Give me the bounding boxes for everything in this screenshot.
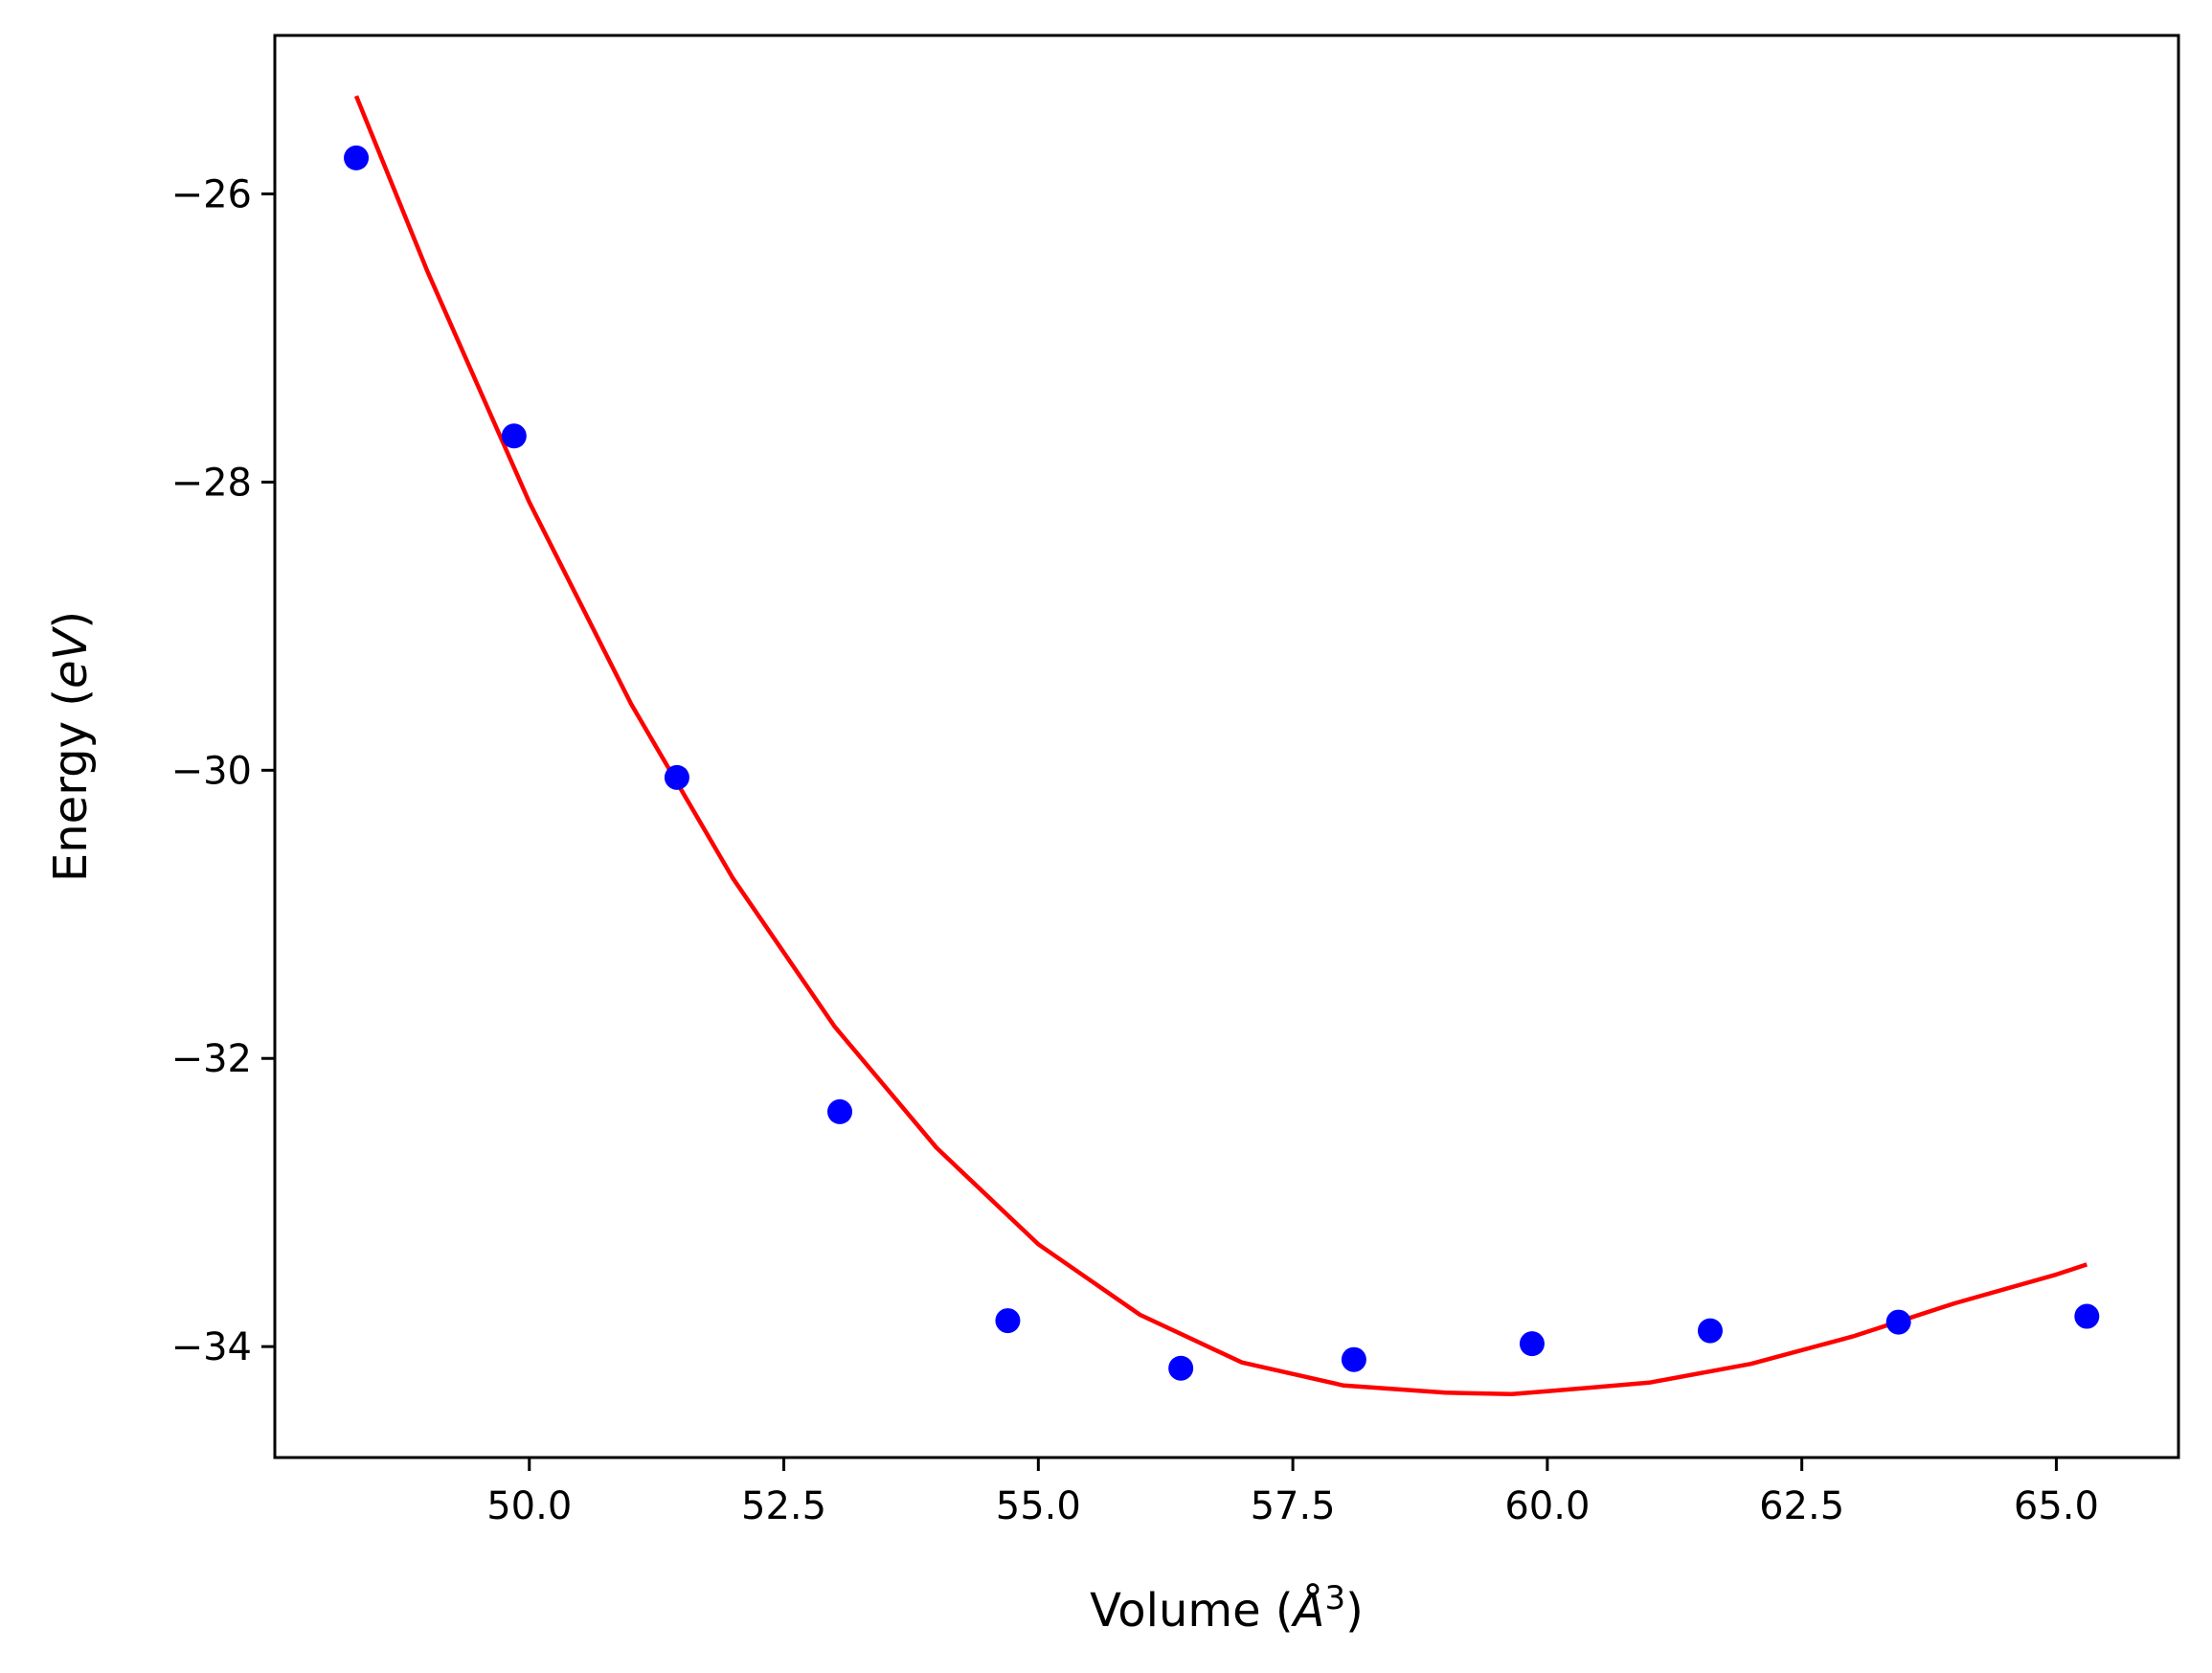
data-point <box>1697 1318 1723 1344</box>
data-point <box>1168 1355 1194 1381</box>
data-point <box>995 1308 1021 1334</box>
x-tick-label: 57.5 <box>1251 1484 1336 1528</box>
data-point <box>827 1098 853 1124</box>
data-point <box>2074 1303 2100 1329</box>
data-point <box>664 764 689 790</box>
plot-frame <box>273 34 2180 1459</box>
data-point <box>501 423 527 449</box>
fit-curve <box>353 95 2088 1397</box>
y-axis-ticks: −26 −28 −30 −32 −34 <box>171 173 275 1369</box>
x-tick-label: 60.0 <box>1504 1484 1590 1528</box>
x-tick-label: 52.5 <box>741 1484 826 1528</box>
x-tick-label: 50.0 <box>486 1484 572 1528</box>
x-tick-label: 55.0 <box>996 1484 1081 1528</box>
x-tick-label: 65.0 <box>2014 1484 2099 1528</box>
x-axis-ticks: 50.0 52.5 55.0 57.5 60.0 62.5 65.0 <box>486 1458 2099 1528</box>
y-tick-label: −26 <box>171 173 252 217</box>
data-point <box>1519 1331 1545 1357</box>
y-tick-label: −28 <box>171 461 252 505</box>
plot-data <box>344 95 2100 1397</box>
data-point <box>344 145 370 170</box>
y-tick-label: −32 <box>171 1037 252 1081</box>
y-tick-label: −34 <box>171 1325 252 1369</box>
data-point <box>1885 1309 1911 1335</box>
y-tick-label: −30 <box>171 749 252 793</box>
data-point <box>1341 1346 1366 1372</box>
x-tick-label: 62.5 <box>1759 1484 1844 1528</box>
y-axis-label: Energy (eV) <box>44 611 98 882</box>
x-axis-label: Volume (Å3) <box>1090 1579 1364 1638</box>
